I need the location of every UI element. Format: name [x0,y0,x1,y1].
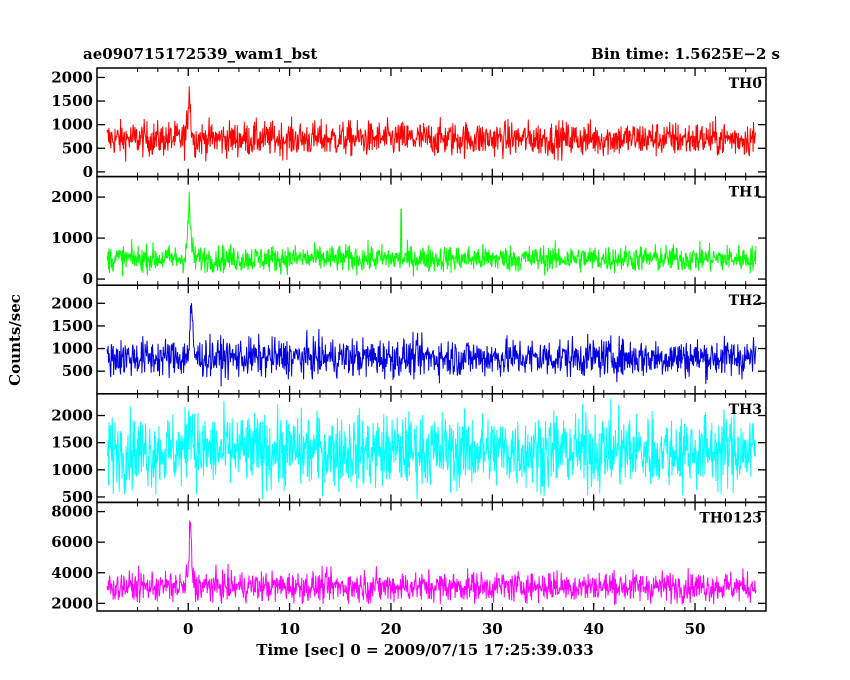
y-tick-label: 2000 [51,594,93,612]
panel-label: TH0 [729,76,763,92]
panel-th1: 0 1000 2000 TH1 [51,175,767,288]
x-tick-label: 20 [381,620,402,638]
panel-th0123: 2000 4000 6000 8000 TH0123 [51,501,767,612]
series-th2 [106,303,757,387]
x-tick-labels: 0 10 20 30 40 50 [183,620,705,638]
x-tick-label: 10 [279,620,300,638]
y-tick-label: 1500 [51,317,93,335]
y-axis-label: Counts/sec [6,294,24,386]
y-tick-label: 500 [62,362,93,380]
panel-th2: 500 1000 1500 2000 TH2 [51,284,767,395]
y-tick-label: 2000 [51,407,93,425]
x-tick-label: 50 [685,620,706,638]
panel-label: TH0123 [699,510,762,526]
y-tick-label: 0 [83,270,93,288]
panel-label: TH2 [729,293,762,309]
y-tick-label: 1500 [51,434,93,452]
series-th3 [106,398,756,500]
panel-label: TH1 [729,185,762,201]
panels-group: 0 500 1000 1500 2000 TH0 0 1000 2000 TH1 500 1000 15… [51,67,767,612]
y-tick-label: 8000 [51,503,93,521]
y-tick-label: 500 [62,488,93,506]
y-tick-label: 1000 [51,340,93,358]
panel-frame [96,67,767,178]
y-tick-label: 0 [83,163,93,181]
x-tick-label: 0 [183,620,193,638]
series-th0 [106,86,757,162]
bin-time-label: Bin time: 1.5625E−2 s [591,45,780,63]
y-tick-label: 2000 [51,294,93,312]
y-tick-label: 2000 [51,68,93,86]
panel-th0: 0 500 1000 1500 2000 TH0 [51,67,767,181]
panel-label: TH3 [729,402,762,418]
y-tick-label: 1000 [51,116,93,134]
series-th1 [106,191,757,277]
x-axis-label: Time [sec] 0 = 2009/07/15 17:25:39.033 [256,641,593,659]
y-tick-label: 2000 [51,188,93,206]
plot-title: ae090715172539_wam1_bst [83,45,317,63]
panel-th3: 500 1000 1500 2000 TH3 [51,393,767,506]
y-tick-label: 1000 [51,229,93,247]
y-tick-label: 1500 [51,92,93,110]
y-tick-label: 500 [62,139,93,157]
series-th0123 [106,520,757,605]
y-tick-label: 6000 [51,533,93,551]
y-tick-label: 1000 [51,461,93,479]
x-tick-label: 30 [482,620,503,638]
panel-frame [96,175,767,286]
panel-frame [96,501,767,612]
y-tick-label: 4000 [51,564,93,582]
panel-frame [96,284,767,395]
x-tick-label: 40 [583,620,604,638]
